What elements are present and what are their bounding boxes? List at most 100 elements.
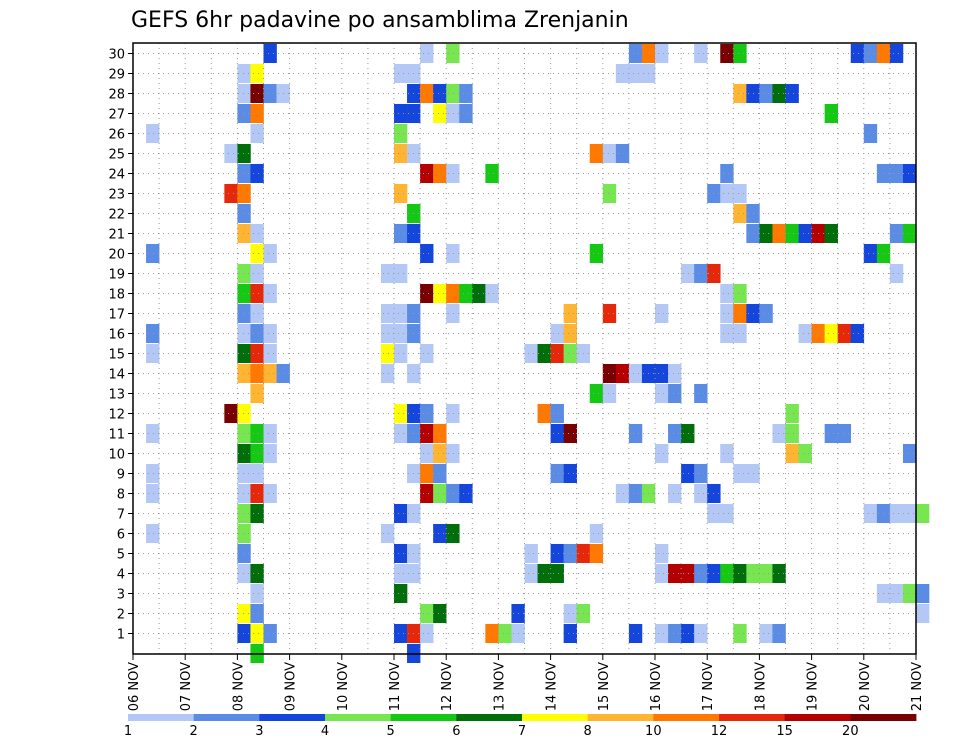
heatmap-cell-m29-d15_25 bbox=[615, 64, 630, 83]
heatmap-cell-m13-d15 bbox=[602, 384, 617, 403]
heatmap-cell-m30-d17_25 bbox=[720, 44, 734, 63]
heatmap-cell-m17-d17_5 bbox=[733, 304, 747, 323]
heatmap-cell-m20-d11_5 bbox=[420, 244, 434, 263]
heatmap-cell-m17-d8 bbox=[237, 304, 251, 323]
heatmap-cell-m16-d19_25 bbox=[824, 324, 838, 343]
y-tick-label: 25 bbox=[108, 148, 125, 163]
heatmap-cell-m21-d18 bbox=[759, 224, 773, 243]
heatmap-cell-m1-d12_75 bbox=[485, 624, 499, 643]
y-tick-label: 24 bbox=[108, 168, 125, 183]
heatmap-cell-m15-d14 bbox=[550, 344, 564, 363]
heatmap-cell-m8-d8 bbox=[237, 484, 251, 503]
heatmap-cell-m4-d16_5 bbox=[681, 564, 695, 583]
heatmap-cell-m22-d8 bbox=[237, 204, 251, 223]
heatmap-cell-m19-d20_5 bbox=[889, 264, 904, 283]
heatmap-cell-m15-d13_75 bbox=[537, 344, 551, 363]
heatmap-cell-m9-d8 bbox=[237, 464, 251, 483]
y-tick-label: 16 bbox=[108, 328, 125, 343]
heatmap-cells bbox=[146, 44, 930, 663]
heatmap-cell-m18-d17_25 bbox=[720, 284, 734, 303]
heatmap-cell-m8-d8_5 bbox=[263, 484, 277, 503]
colorbar-label: 8 bbox=[584, 724, 592, 739]
heatmap-cell-m14-d15_5 bbox=[628, 364, 643, 383]
heatmap-cell-m6-d12 bbox=[446, 524, 460, 543]
heatmap-cell-m30-d11_5 bbox=[420, 44, 434, 63]
heatmap-cell-m5-d13_5 bbox=[524, 544, 538, 563]
heatmap-cell-m1-d14_25 bbox=[563, 624, 577, 643]
colorbar-label: 3 bbox=[255, 724, 263, 739]
heatmap-cell-m1-d16_75 bbox=[694, 624, 708, 643]
heatmap-cell-m26-d6_25 bbox=[146, 124, 160, 143]
heatmap-cell-m30-d12 bbox=[446, 44, 460, 63]
heatmap-cell-m16-d18_75 bbox=[798, 324, 812, 343]
heatmap-cell-m5-d11 bbox=[394, 544, 408, 563]
heatmap-cell-m30-d19_75 bbox=[850, 44, 865, 63]
heatmap-cell-m10-d18_75 bbox=[798, 444, 812, 463]
heatmap-cell-m15-d11 bbox=[394, 344, 408, 363]
y-axis: 1234567891011121314151617181920212223242… bbox=[108, 48, 133, 643]
heatmap-cell-m12-d14 bbox=[550, 404, 564, 423]
heatmap-cell-m26-d8_25 bbox=[250, 124, 264, 143]
heatmap-cell-m9-d11_75 bbox=[433, 464, 447, 483]
heatmap-cell-m5-d14 bbox=[550, 544, 564, 563]
heatmap-cell-m11-d19_25 bbox=[824, 424, 838, 443]
heatmap-cell-m2-d8 bbox=[237, 604, 251, 623]
heatmap-cell-m11-d15_5 bbox=[628, 424, 643, 443]
heatmap-cell-m4-d18_25 bbox=[772, 564, 786, 583]
heatmap-cell-m7-d8 bbox=[237, 504, 251, 523]
colorbar-label: 7 bbox=[518, 724, 526, 739]
y-tick-label: 13 bbox=[108, 388, 125, 403]
heatmap-cell-m27-d12 bbox=[446, 104, 460, 123]
heatmap-cell-m18-d12 bbox=[446, 284, 460, 303]
x-tick-label: 08 NOV bbox=[231, 662, 246, 711]
heatmap-cell-m17-d18 bbox=[759, 304, 773, 323]
heatmap-cell-m24-d20_75 bbox=[902, 164, 917, 183]
y-tick-label: 18 bbox=[108, 288, 125, 303]
heatmap-cell-m25-d15_25 bbox=[615, 144, 630, 163]
heatmap-cell-m11-d14_25 bbox=[563, 424, 577, 443]
heatmap-cell-m16-d17_25 bbox=[720, 324, 734, 343]
heatmap-cell-m16-d14 bbox=[550, 324, 564, 343]
heatmap-cell-m12-d11_5 bbox=[420, 404, 434, 423]
heatmap-cell-m27-d11 bbox=[394, 104, 408, 123]
heatmap-cell-m4-d16_75 bbox=[694, 564, 708, 583]
heatmap-cell-m22-d17_5 bbox=[733, 204, 747, 223]
heatmap-cell-m6-d11_75 bbox=[433, 524, 447, 543]
heatmap-cell-m30-d20 bbox=[863, 44, 878, 63]
heatmap-cell-m1-d8_5 bbox=[263, 624, 277, 643]
heatmap-cell-m12-d11 bbox=[394, 404, 408, 423]
y-tick-label: 12 bbox=[108, 408, 125, 423]
heatmap-cell-m11-d16_25 bbox=[668, 424, 682, 443]
heatmap-cell-m2-d14_25 bbox=[563, 604, 577, 623]
heatmap-cell-m13-d14_75 bbox=[589, 384, 604, 403]
colorbar-label: 2 bbox=[190, 724, 198, 739]
heatmap-cell-m29-d15_5 bbox=[628, 64, 643, 83]
heatmap-cell-m11-d16_5 bbox=[681, 424, 695, 443]
heatmap-cell-m30-d16_75 bbox=[694, 44, 708, 63]
colorbar-swatch bbox=[719, 714, 786, 721]
heatmap-cell-m18-d11_75 bbox=[433, 284, 447, 303]
heatmap-cell-m1-d15_5 bbox=[628, 624, 643, 643]
y-tick-label: 29 bbox=[108, 68, 125, 83]
heatmap-cell-m8-d11_75 bbox=[433, 484, 447, 503]
colorbar-swatch bbox=[193, 714, 260, 721]
heatmap-cell-m17-d16 bbox=[655, 304, 669, 323]
heatmap-cell-m30-d8_5 bbox=[263, 44, 277, 63]
x-tick-label: 19 NOV bbox=[806, 662, 821, 711]
heatmap-cell-m23-d17_5 bbox=[733, 184, 747, 203]
plot-frame bbox=[132, 42, 917, 655]
colorbar-swatch bbox=[653, 714, 720, 721]
y-tick-label: 9 bbox=[117, 468, 125, 483]
heatmap-cell-m9-d11_5 bbox=[420, 464, 434, 483]
grid-lines bbox=[133, 43, 916, 654]
heatmap-cell-m1-d8_25 bbox=[250, 624, 264, 643]
heatmap-cell-m25-d7_75 bbox=[224, 144, 238, 163]
heatmap-cell-m13-d16 bbox=[655, 384, 669, 403]
heatmap-cell-m28-d17_5 bbox=[733, 84, 747, 103]
y-tick-label: 27 bbox=[108, 108, 125, 123]
heatmap-cell-m18-d17_5 bbox=[733, 284, 747, 303]
heatmap-cell-m30-d16 bbox=[655, 44, 669, 63]
colorbar-label: 1 bbox=[124, 724, 132, 739]
y-tick-label: 20 bbox=[108, 248, 125, 263]
colorbar-label: 6 bbox=[452, 724, 460, 739]
